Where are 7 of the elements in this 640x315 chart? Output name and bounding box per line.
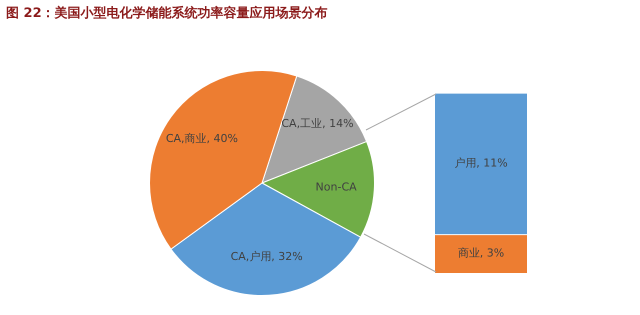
data-label: 商业, 3% (458, 246, 504, 260)
slice-label: Non-CA (316, 180, 358, 194)
data-label: 户用, 11% (454, 156, 508, 170)
slice-label: CA,工业, 14% (281, 116, 354, 130)
slice-label: CA,商业, 40% (166, 132, 238, 146)
chart-title: 图 22：美国小型电化学储能系统功率容量应用场景分布 (6, 4, 328, 22)
slice-label: CA,户用, 32% (230, 250, 303, 263)
